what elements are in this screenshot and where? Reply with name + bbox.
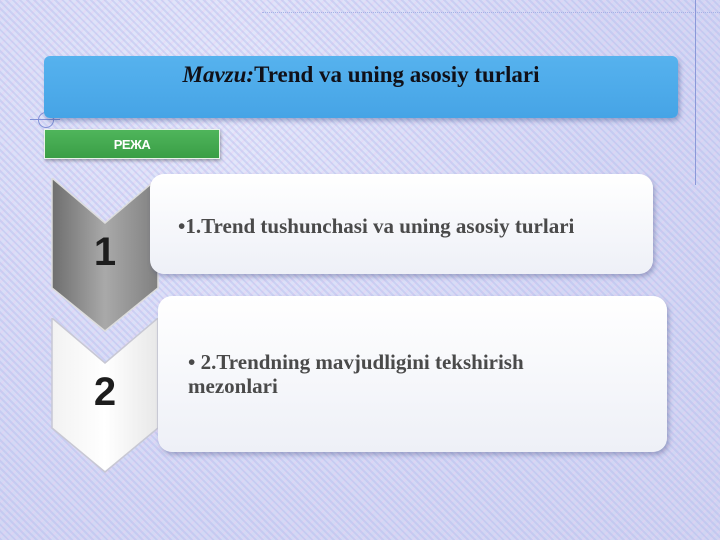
plan-item-2-text: • 2.Trendning mavjudligini tekshirish me… — [188, 350, 658, 398]
decorative-dotted-line — [262, 12, 720, 14]
slide-title-bar: Mavzu:Trend va uning asosiy turlari — [44, 56, 678, 118]
plan-item-2 — [158, 296, 667, 452]
step-number-2: 2 — [93, 370, 117, 414]
step-number-1: 1 — [93, 230, 117, 274]
plan-item-1-text: •1.Trend tushunchasi va uning asosiy tur… — [178, 214, 575, 238]
slide-title: Mavzu:Trend va uning asosiy turlari — [44, 62, 678, 88]
title-prefix: Mavzu: — [182, 62, 255, 87]
plan-item-2-line-1: • 2.Trendning mavjudligini tekshirish — [188, 350, 524, 374]
section-tag-label: РЕЖА — [113, 136, 151, 152]
section-tag: РЕЖА — [44, 129, 220, 159]
chevron-step-1 — [51, 178, 159, 332]
decorative-vertical-line — [695, 0, 696, 185]
title-main: Trend va uning asosiy turlari — [254, 62, 540, 87]
plan-item-2-line-2: mezonlari — [188, 374, 278, 398]
plan-item-1 — [150, 174, 653, 274]
